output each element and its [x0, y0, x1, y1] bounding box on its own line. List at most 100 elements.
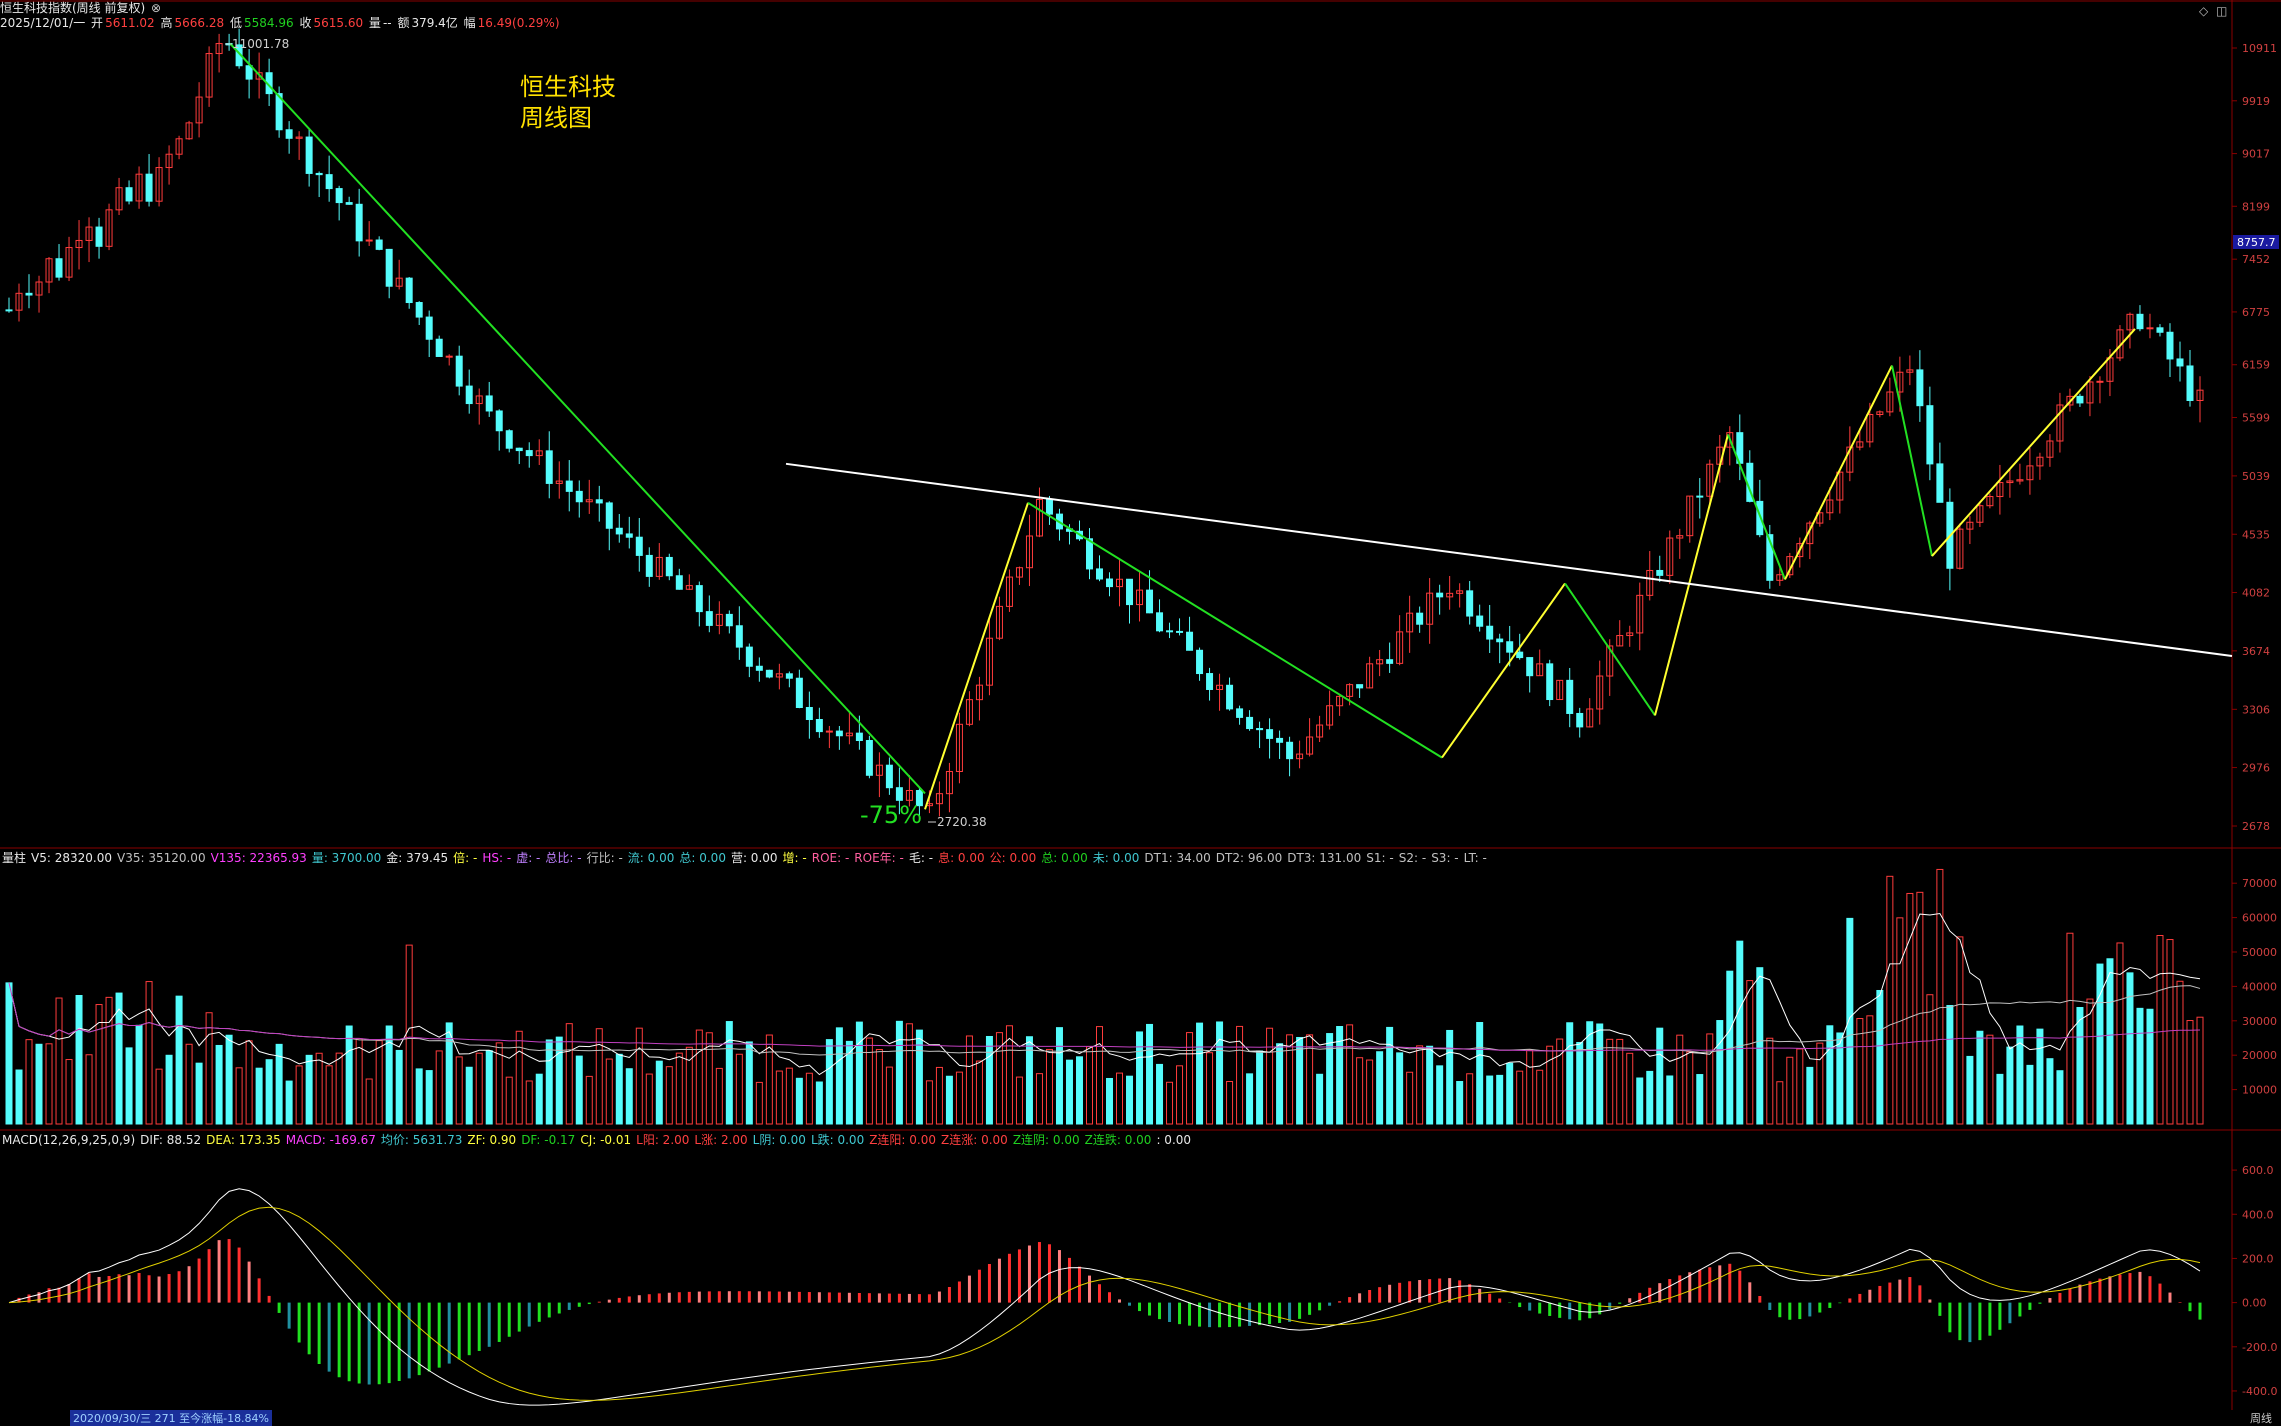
- volume-bar: [295, 1065, 303, 1125]
- candle-body: [1826, 499, 1834, 514]
- volume-bar: [1216, 1021, 1224, 1125]
- candle-body: [935, 793, 943, 805]
- volume-group: [5, 868, 2204, 1125]
- candle-body: [1586, 708, 1594, 728]
- candle-body: [845, 732, 853, 737]
- volume-bar: [685, 1046, 693, 1125]
- volume-bar: [1556, 1038, 1564, 1125]
- candle-body: [65, 247, 73, 278]
- candle-body: [515, 447, 523, 452]
- candle-body: [1376, 659, 1384, 665]
- close-circle-icon[interactable]: ⊗: [151, 1, 162, 15]
- volume-bar: [1546, 1045, 1554, 1125]
- candle-body: [2176, 358, 2184, 367]
- candle-body: [1606, 645, 1614, 677]
- candle-body: [295, 136, 303, 139]
- volume-header-item: 量柱: [2, 851, 27, 865]
- volume-ma-line: [8, 913, 2201, 1076]
- candle-body: [1576, 712, 1584, 728]
- diamond-icon[interactable]: ◇: [2199, 4, 2209, 18]
- volume-bar: [845, 1040, 853, 1125]
- candle-body: [45, 258, 53, 283]
- volume-bar: [495, 1042, 503, 1125]
- candle-body: [1546, 663, 1554, 701]
- macd-header-item: DF: -0.17: [521, 1133, 576, 1147]
- candle-body: [1566, 679, 1574, 714]
- candle-body: [1176, 630, 1184, 633]
- macd-tick-label: 200.0: [2242, 1252, 2274, 1265]
- volume-bar: [395, 1049, 403, 1125]
- volume-bar: [1586, 1021, 1594, 1125]
- candle-body: [375, 239, 383, 250]
- volume-bar: [825, 1039, 833, 1125]
- volume-bar: [1716, 1020, 1724, 1125]
- candle-body: [905, 790, 913, 801]
- volume-bar: [2056, 1070, 2064, 1125]
- volume-bar: [345, 1025, 353, 1125]
- volume-bar: [865, 1037, 873, 1125]
- volume-bar: [545, 1039, 553, 1125]
- volume-bar: [2196, 1016, 2204, 1125]
- candle-body: [415, 302, 423, 318]
- candle-body: [785, 673, 793, 679]
- dif-line: [8, 1188, 2201, 1406]
- candle-body: [805, 706, 813, 721]
- volume-bar: [1266, 1027, 1274, 1125]
- volume-bar: [995, 1032, 1003, 1125]
- volume-bar: [765, 1034, 773, 1125]
- candle-body: [365, 239, 373, 242]
- candle-body: [2086, 381, 2094, 404]
- candle-body: [755, 665, 763, 671]
- candle-body: [995, 605, 1003, 639]
- high-value: 5666.28: [174, 16, 225, 30]
- price-tick-label: 5599: [2242, 412, 2270, 425]
- volume-header-item: 总比: -: [545, 851, 582, 865]
- period-label[interactable]: 周线: [2250, 1412, 2272, 1425]
- candle-body: [1896, 371, 1904, 393]
- volume-bar: [65, 1059, 73, 1125]
- candle-body: [1636, 594, 1644, 634]
- candle-body: [1526, 657, 1534, 677]
- macd-header-item: L跌: 0.00: [810, 1133, 865, 1147]
- candle-body: [135, 173, 143, 202]
- volume-bar: [1926, 994, 1934, 1125]
- volume-bar: [105, 996, 113, 1125]
- candle-body: [1666, 537, 1674, 576]
- volume-bar: [815, 1081, 823, 1125]
- volume-bar: [455, 1056, 463, 1125]
- volume-bar: [675, 1052, 683, 1125]
- candle-body: [1386, 659, 1394, 664]
- volume-bar: [2146, 1008, 2154, 1125]
- volume-bar: [1176, 1065, 1184, 1125]
- price-tick-label: 6775: [2242, 306, 2270, 319]
- volume-bar: [1366, 1059, 1374, 1125]
- candle-body: [915, 790, 923, 807]
- macd-header: MACD(12,26,9,25,0,9) DIF: 88.52 DEA: 173.3…: [2, 1133, 1196, 1147]
- candle-body: [245, 65, 253, 80]
- macd-header-item: Z连阴: 0.00: [1012, 1133, 1080, 1147]
- volume-bar: [665, 1066, 673, 1125]
- volume-bar: [2126, 972, 2134, 1125]
- volume-bar: [605, 1058, 613, 1125]
- candle-body: [2056, 404, 2064, 442]
- volume-bar: [185, 1043, 193, 1125]
- candle-body: [1436, 592, 1444, 598]
- price-tick-label: 10911: [2242, 42, 2277, 55]
- volume-bar: [575, 1055, 583, 1125]
- volume-bar: [615, 1053, 623, 1125]
- volume-bar: [1786, 1056, 1794, 1125]
- volume-bar: [35, 1043, 43, 1125]
- volume-bar: [1035, 1073, 1043, 1125]
- candle-body: [215, 43, 223, 55]
- volume-bar: [1906, 892, 1914, 1125]
- candle-body: [1116, 578, 1124, 588]
- volume-bar: [1156, 1063, 1164, 1125]
- candle-body: [1846, 446, 1854, 473]
- volume-bar: [1536, 1069, 1544, 1125]
- candle-body: [1206, 673, 1214, 690]
- volume-bar: [1456, 1081, 1464, 1125]
- price-tick-label: 3674: [2242, 645, 2270, 658]
- volume-bar: [45, 1043, 53, 1125]
- window-toggle-icon[interactable]: ◫: [2216, 4, 2228, 18]
- macd-tick-label: 400.0: [2242, 1208, 2274, 1221]
